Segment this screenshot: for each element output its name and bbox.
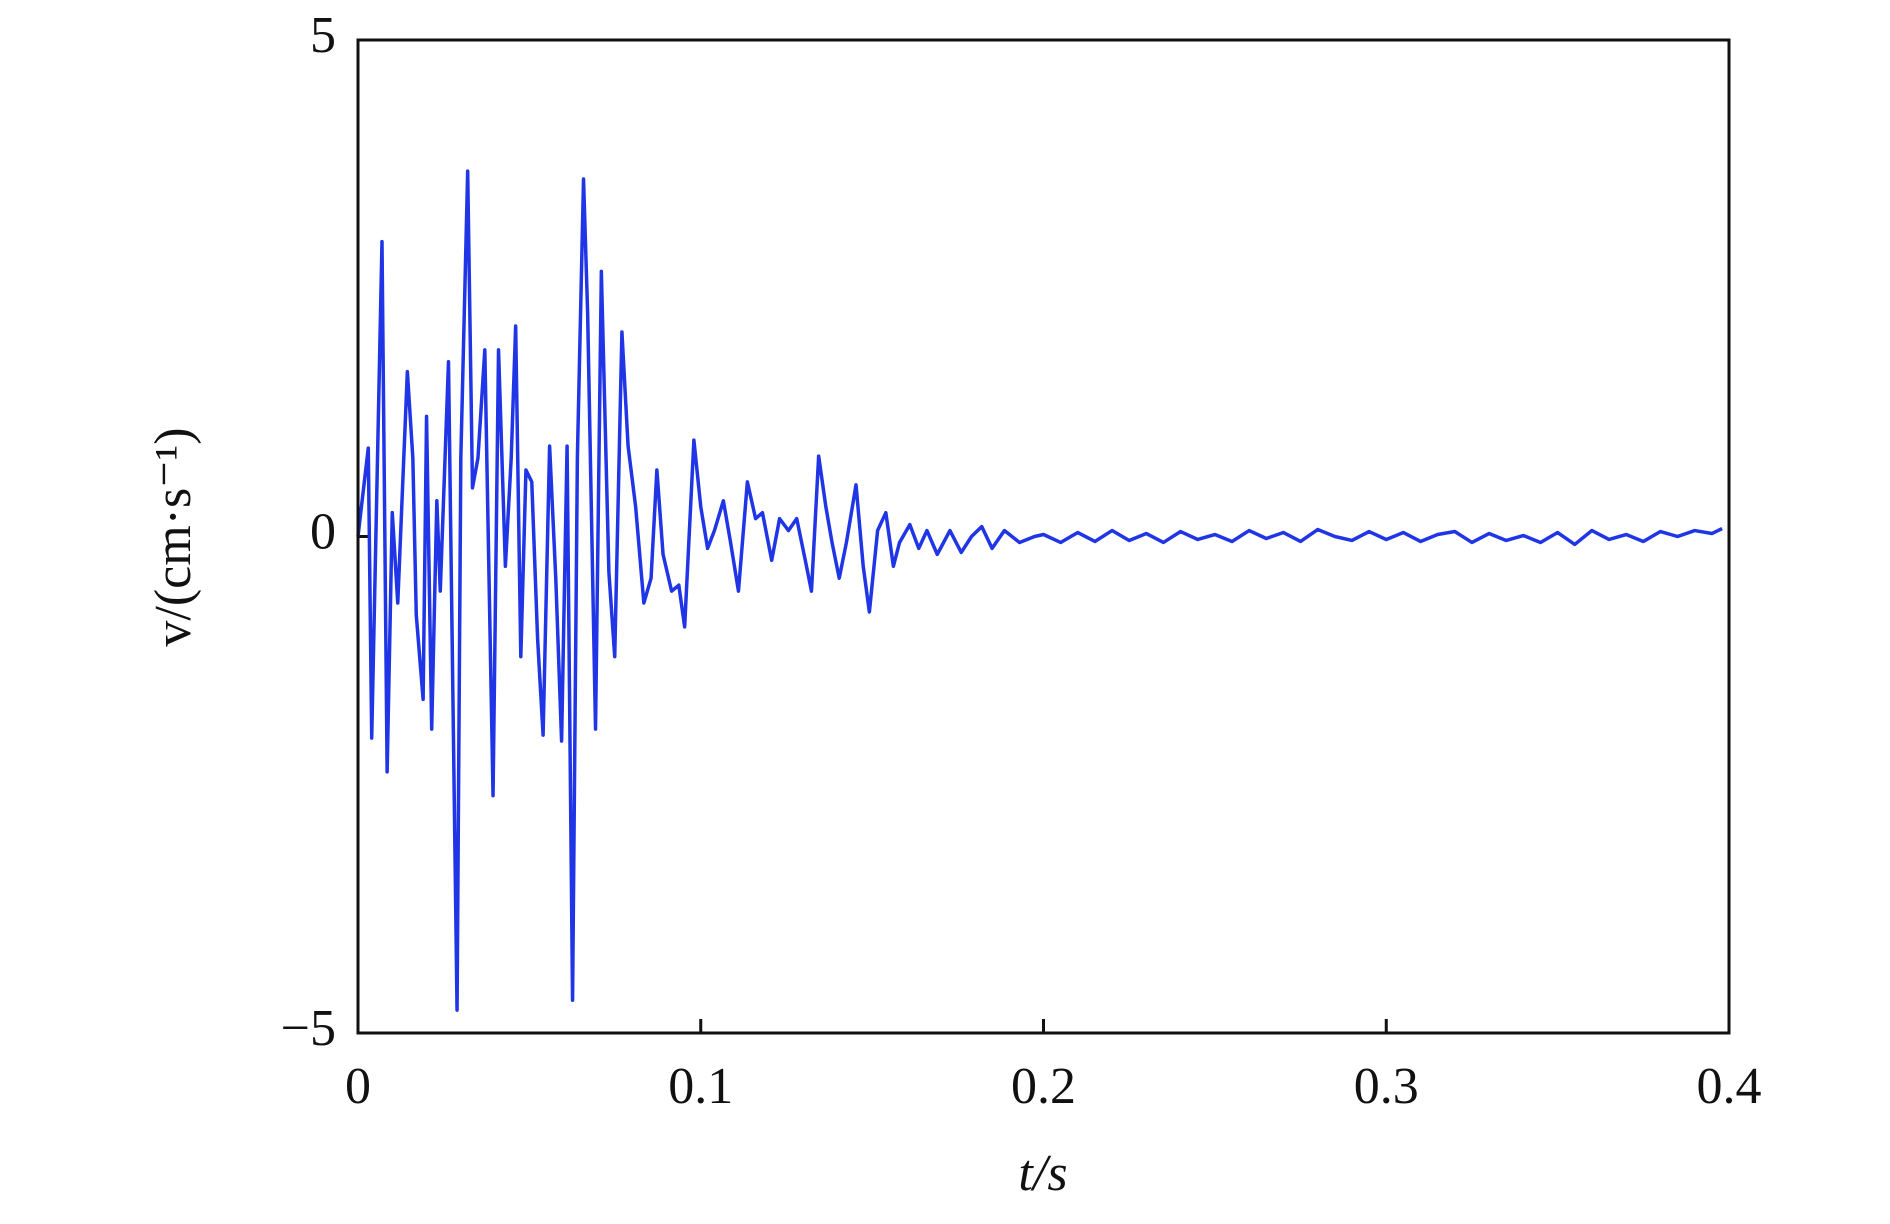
x-tick-label: 0.2 [1011, 1058, 1076, 1115]
x-tick-label: 0 [345, 1058, 371, 1115]
y-tick-label: −5 [281, 1000, 336, 1057]
x-tick-label: 0.3 [1354, 1058, 1419, 1115]
y-tick-label: 0 [310, 503, 336, 560]
x-tick-label: 0.4 [1697, 1058, 1762, 1115]
x-axis-label: t/s [1018, 1145, 1067, 1202]
plot-frame [356, 38, 1731, 1035]
y-tick-label: 5 [310, 7, 336, 64]
data-line [356, 169, 1723, 1012]
x-tick-label: 0.1 [668, 1058, 733, 1115]
y-axis-label: v/(cm·s⁻¹) [145, 427, 202, 646]
